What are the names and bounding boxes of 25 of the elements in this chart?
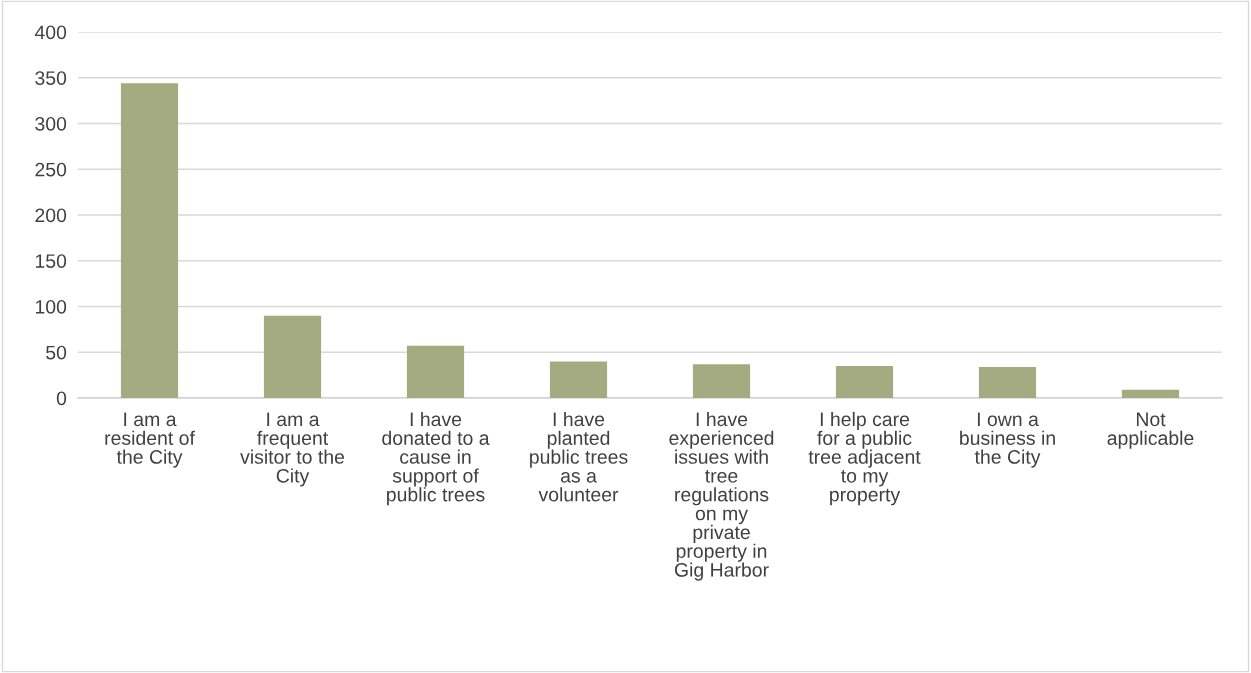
x-tick-label: I own a business in the City (960, 412, 1055, 468)
y-tick-label: 150 (35, 254, 67, 268)
y-tick-label: 100 (35, 299, 67, 314)
y-tick-label: 300 (35, 116, 67, 131)
bar (978, 366, 1037, 398)
x-tick-label: I am a resident of the City (105, 412, 195, 468)
bar (692, 364, 751, 398)
bar (835, 365, 894, 398)
y-tick-label: 0 (56, 391, 67, 406)
y-tick-label: 200 (35, 208, 67, 223)
y-tick-label: 50 (46, 345, 67, 360)
x-tick-label: I help care for a public tree adjacent to my property (808, 411, 921, 506)
x-tick-label: Not applicable (1107, 412, 1194, 449)
bar (549, 361, 608, 398)
bar (120, 83, 179, 398)
x-tick-label: I am a frequent visitor to the City (240, 412, 345, 487)
bar (263, 315, 322, 398)
y-tick-label: 350 (35, 71, 67, 85)
bar (406, 345, 465, 398)
x-tick-label: I have donated to a cause in support of public trees (382, 411, 490, 506)
x-tick-label: I have planted public trees as a volunteer (530, 411, 628, 502)
y-tick-label: 400 (34, 25, 67, 40)
category-label: I have experienced issues with tree regulations on my private property in Gig Harbor (669, 411, 774, 581)
bar (1121, 389, 1180, 398)
y-tick-label: 250 (35, 162, 67, 177)
